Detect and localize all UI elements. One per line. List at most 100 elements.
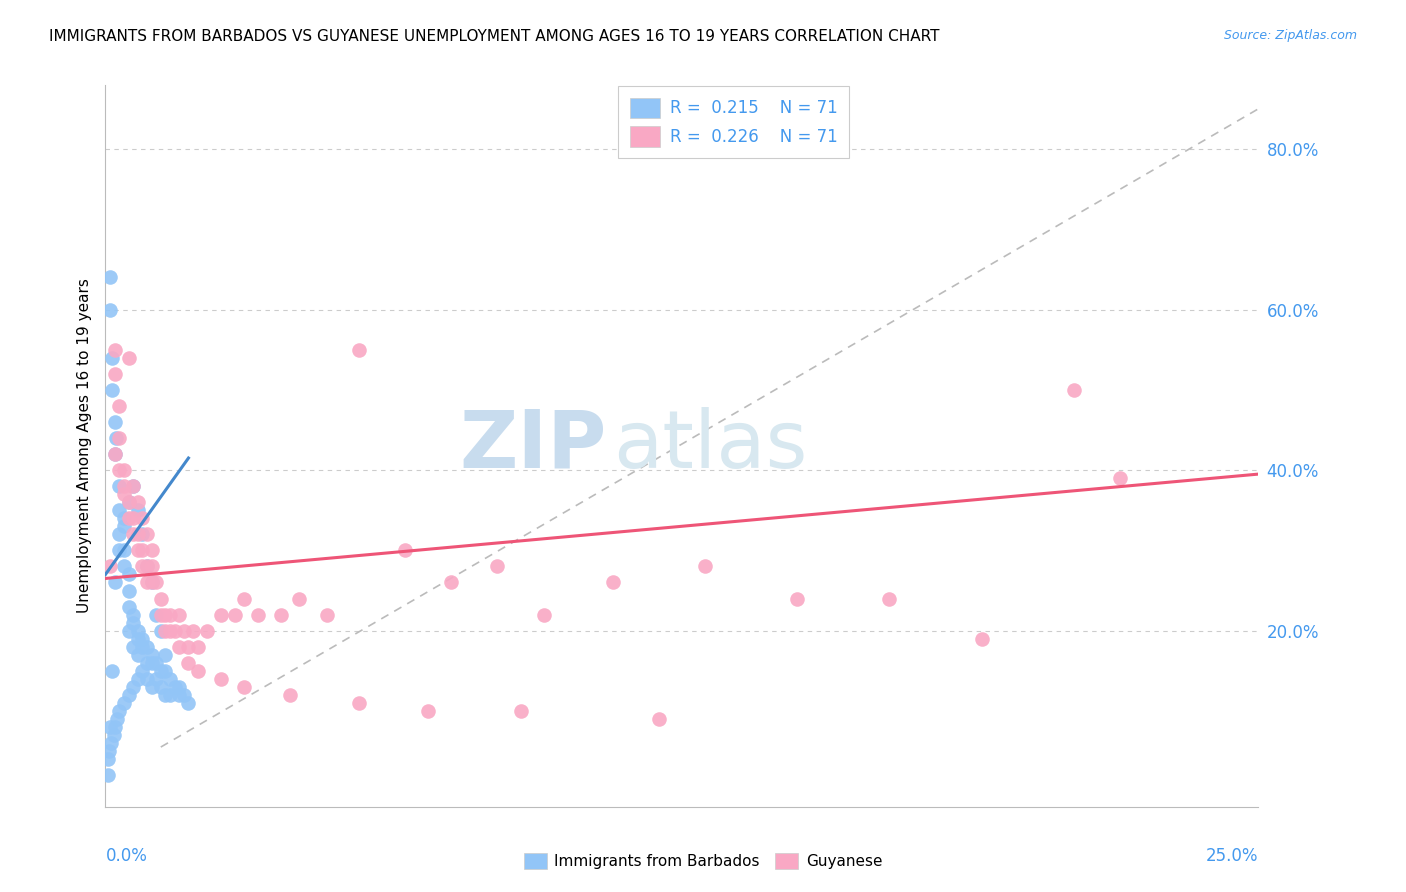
Point [173, 624, 195, 638]
Point [127, 527, 149, 541]
Point [127, 672, 149, 686]
Point [97, 752, 120, 766]
Point [131, 632, 153, 646]
Point [122, 607, 145, 622]
Point [155, 607, 177, 622]
Point [104, 343, 127, 357]
Point [108, 503, 131, 517]
Point [159, 624, 181, 638]
Point [117, 495, 139, 509]
Point [155, 624, 177, 638]
Point [104, 575, 127, 590]
Point [104, 415, 127, 429]
Point [181, 624, 204, 638]
Legend: Immigrants from Barbados, Guyanese: Immigrants from Barbados, Guyanese [517, 847, 889, 875]
Point [117, 599, 139, 614]
Point [232, 591, 254, 606]
Point [786, 591, 808, 606]
Point [122, 527, 145, 541]
Point [108, 543, 131, 558]
Point [141, 656, 163, 670]
Point [209, 672, 232, 686]
Text: IMMIGRANTS FROM BARBADOS VS GUYANESE UNEMPLOYMENT AMONG AGES 16 TO 19 YEARS CORR: IMMIGRANTS FROM BARBADOS VS GUYANESE UNE… [49, 29, 939, 44]
Point [117, 567, 139, 582]
Point [149, 607, 172, 622]
Legend: R =  0.215    N = 71, R =  0.226    N = 71: R = 0.215 N = 71, R = 0.226 N = 71 [619, 86, 849, 158]
Point [131, 543, 153, 558]
Point [159, 688, 181, 702]
Point [141, 575, 163, 590]
Point [141, 575, 163, 590]
Point [177, 640, 200, 654]
Point [246, 607, 269, 622]
Point [122, 479, 145, 493]
Point [112, 519, 135, 533]
Point [187, 640, 209, 654]
Point [127, 648, 149, 662]
Point [141, 543, 163, 558]
Point [117, 495, 139, 509]
Point [270, 607, 292, 622]
Point [127, 624, 149, 638]
Point [155, 648, 177, 662]
Text: ZIP: ZIP [460, 407, 607, 485]
Point [136, 559, 159, 574]
Point [108, 431, 131, 445]
Point [136, 559, 159, 574]
Point [117, 351, 139, 365]
Point [141, 559, 163, 574]
Point [149, 624, 172, 638]
Point [1109, 471, 1132, 485]
Point [105, 712, 128, 726]
Point [232, 680, 254, 694]
Point [145, 575, 167, 590]
Point [209, 607, 232, 622]
Point [145, 656, 167, 670]
Point [1063, 383, 1085, 397]
Point [112, 559, 135, 574]
Point [108, 704, 131, 718]
Y-axis label: Unemployment Among Ages 16 to 19 years: Unemployment Among Ages 16 to 19 years [76, 278, 91, 614]
Point [167, 680, 190, 694]
Point [117, 511, 139, 525]
Point [97, 768, 120, 782]
Point [136, 527, 159, 541]
Point [347, 343, 370, 357]
Point [163, 680, 186, 694]
Point [970, 632, 993, 646]
Point [141, 648, 163, 662]
Point [103, 728, 125, 742]
Point [288, 591, 311, 606]
Point [112, 511, 135, 525]
Point [131, 527, 153, 541]
Point [108, 463, 131, 477]
Point [173, 688, 195, 702]
Point [693, 559, 716, 574]
Point [195, 624, 218, 638]
Point [131, 559, 153, 574]
Point [149, 591, 172, 606]
Point [159, 672, 181, 686]
Text: atlas: atlas [613, 407, 807, 485]
Point [509, 704, 531, 718]
Point [104, 431, 127, 445]
Point [486, 559, 509, 574]
Text: 25.0%: 25.0% [1206, 847, 1258, 865]
Point [141, 680, 163, 694]
Point [177, 696, 200, 710]
Point [155, 688, 177, 702]
Point [112, 487, 135, 501]
Point [122, 680, 145, 694]
Point [98, 302, 121, 317]
Point [108, 527, 131, 541]
Point [122, 479, 145, 493]
Point [602, 575, 624, 590]
Point [440, 575, 463, 590]
Point [104, 367, 127, 381]
Point [224, 607, 246, 622]
Point [879, 591, 901, 606]
Point [117, 688, 139, 702]
Point [112, 479, 135, 493]
Text: Source: ZipAtlas.com: Source: ZipAtlas.com [1223, 29, 1357, 42]
Point [167, 640, 190, 654]
